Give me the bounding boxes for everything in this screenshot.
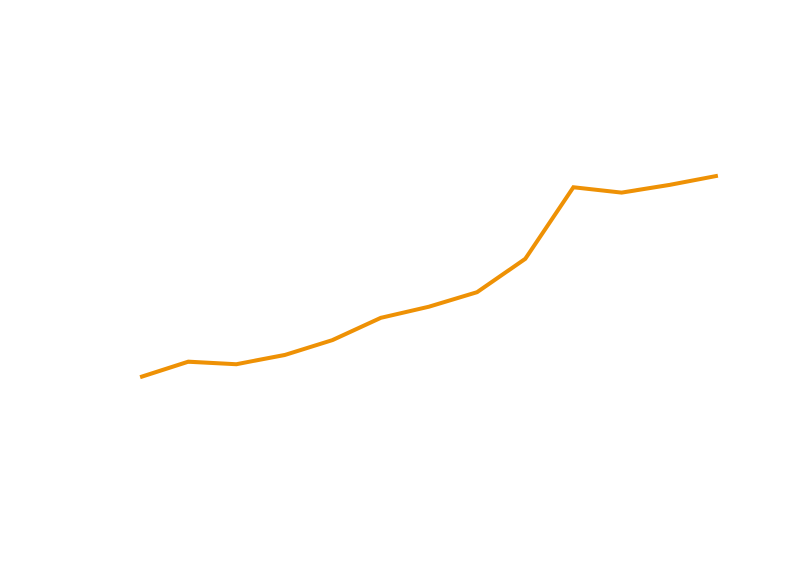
series-layer	[139, 173, 719, 380]
series-line-1	[139, 173, 719, 380]
